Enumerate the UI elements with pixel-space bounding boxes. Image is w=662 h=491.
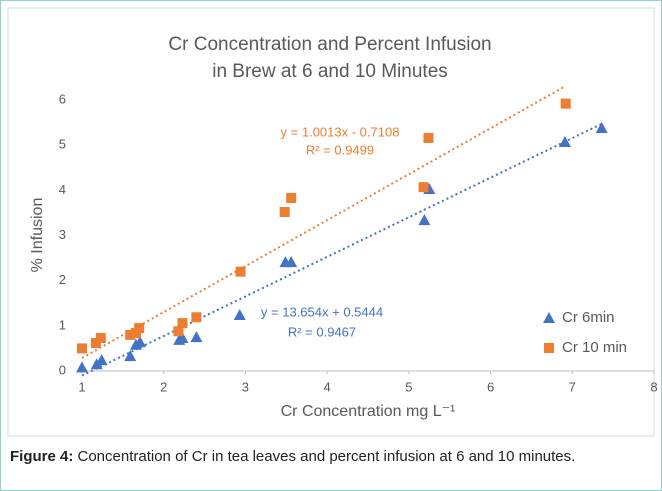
y-tick-label: 6 bbox=[59, 91, 66, 106]
data-point bbox=[77, 343, 87, 354]
data-point bbox=[134, 336, 147, 348]
data-point bbox=[95, 354, 108, 366]
chart-border bbox=[7, 7, 655, 437]
x-tick-label: 7 bbox=[569, 379, 576, 394]
data-point bbox=[176, 332, 189, 344]
data-point bbox=[235, 266, 246, 277]
trendline-equation: y = 1.0013x - 0.7108 bbox=[281, 124, 400, 139]
chart: Cr Concentration and Percent Infusion in… bbox=[7, 7, 658, 437]
y-axis-label: % Infusion bbox=[29, 198, 46, 273]
data-point bbox=[124, 350, 137, 362]
data-point bbox=[177, 318, 188, 329]
legend-label: Cr 6min bbox=[562, 309, 615, 326]
y-tick-label: 3 bbox=[59, 227, 66, 242]
y-tick-label: 2 bbox=[59, 272, 66, 287]
trendline bbox=[81, 122, 603, 377]
y-tick-label: 5 bbox=[59, 137, 66, 152]
data-point bbox=[418, 214, 431, 226]
data-point bbox=[595, 122, 608, 134]
legend-marker bbox=[544, 343, 554, 353]
data-point bbox=[558, 136, 571, 148]
x-tick-label: 2 bbox=[160, 379, 167, 394]
trendline-equation: y = 13.654x + 0.5444 bbox=[261, 304, 383, 319]
chart-title: Cr Concentration and Percent Infusion bbox=[168, 34, 491, 55]
x-tick-label: 5 bbox=[405, 379, 412, 394]
caption-text: Concentration of Cr in tea leaves and pe… bbox=[73, 448, 576, 465]
data-point bbox=[233, 308, 246, 320]
data-point bbox=[560, 98, 571, 109]
data-point bbox=[95, 333, 106, 344]
trendline-equation: R² = 0.9499 bbox=[306, 142, 374, 157]
data-point bbox=[76, 361, 88, 373]
data-point bbox=[134, 323, 145, 334]
data-point bbox=[286, 193, 297, 204]
data-point bbox=[285, 256, 298, 268]
y-tick-label: 1 bbox=[59, 317, 66, 332]
data-point bbox=[191, 312, 202, 323]
x-tick-label: 4 bbox=[324, 379, 331, 394]
x-tick-label: 8 bbox=[650, 379, 657, 394]
x-axis-label: Cr Concentration mg L⁻¹ bbox=[281, 403, 456, 420]
y-tick-label: 4 bbox=[59, 182, 66, 197]
caption-label: Figure 4: bbox=[10, 448, 74, 465]
data-point bbox=[418, 182, 429, 193]
x-tick-label: 3 bbox=[242, 379, 249, 394]
x-tick-label: 1 bbox=[78, 379, 85, 394]
data-point bbox=[125, 329, 136, 340]
x-tick-label: 6 bbox=[487, 379, 494, 394]
chart-title: in Brew at 6 and 10 Minutes bbox=[212, 61, 448, 82]
y-tick-label: 0 bbox=[59, 362, 66, 377]
data-point bbox=[279, 207, 290, 218]
caption: Figure 4: Concentration of Cr in tea lea… bbox=[10, 445, 655, 468]
legend-marker bbox=[543, 312, 555, 323]
data-point bbox=[173, 326, 184, 337]
data-point bbox=[190, 331, 203, 343]
data-point bbox=[423, 132, 434, 143]
legend-label: Cr 10 min bbox=[562, 339, 627, 356]
trendline-equation: R² = 0.9467 bbox=[288, 324, 356, 339]
